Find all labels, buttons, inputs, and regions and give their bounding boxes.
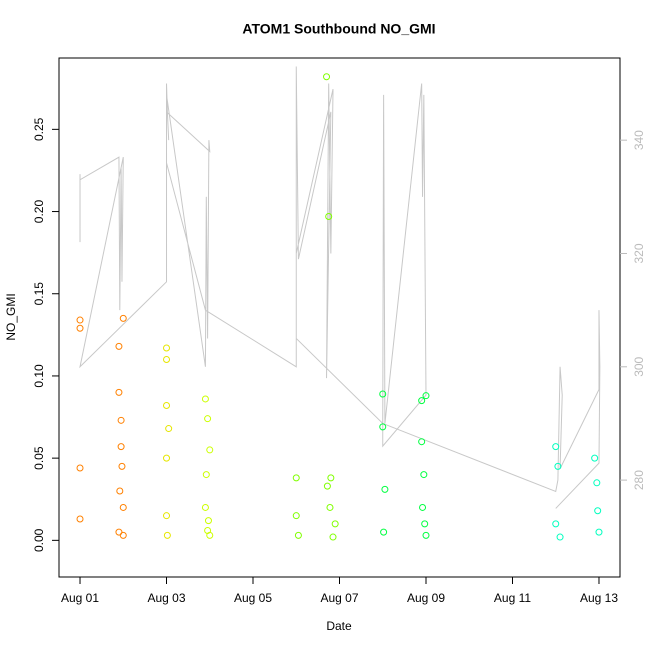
point [119,314,127,322]
point [76,515,84,523]
y2-tick-label: 280 [632,470,646,490]
point [116,487,124,495]
point [163,344,171,352]
point [422,531,430,539]
y-tick-label: 0.15 [32,282,46,306]
point [115,342,123,350]
point [381,485,389,493]
y-tick-label: 0.10 [32,364,46,388]
line-series [79,66,601,509]
y-tick-label: 0.20 [32,200,46,224]
point [117,443,125,451]
point [420,471,428,479]
point [292,474,300,482]
x-tick-label: Aug 09 [407,591,445,605]
point [421,520,429,528]
y2-tick-label: 300 [632,356,646,376]
point [554,462,562,470]
point [552,520,560,528]
point [329,533,337,541]
point [380,528,388,536]
x-axis-label: Date [326,619,352,633]
point [595,528,603,536]
point [206,446,214,454]
point [76,464,84,472]
point [204,517,212,525]
point [201,503,209,511]
point [119,531,127,539]
point [165,425,173,433]
point [326,503,334,511]
point [323,482,331,490]
point [76,324,84,332]
point [292,512,300,520]
point [117,416,125,424]
chart-title: ATOM1 Southbound NO_GMI [242,21,435,37]
point [419,503,427,511]
point [331,520,339,528]
point [163,531,171,539]
point [202,471,210,479]
point [325,212,333,220]
y2-tick-label: 320 [632,243,646,263]
x-tick-label: Aug 13 [580,591,618,605]
point [327,474,335,482]
point [418,397,426,405]
point [115,388,123,396]
point [163,356,171,364]
point [118,462,126,470]
y2-tick-label: 340 [632,130,646,150]
y-tick-label: 0.00 [32,528,46,552]
x-tick-label: Aug 07 [320,591,358,605]
point [418,438,426,446]
y-tick-label: 0.25 [32,117,46,141]
point [552,443,560,451]
point [119,503,127,511]
point [593,479,601,487]
point [294,531,302,539]
point [115,528,123,536]
point [591,454,599,462]
point [594,507,602,515]
point [379,390,387,398]
x-tick-label: Aug 01 [61,591,99,605]
x-tick-label: Aug 05 [234,591,272,605]
point [323,73,331,81]
point [204,415,212,423]
point [201,395,209,403]
x-tick-label: Aug 03 [147,591,185,605]
point [163,512,171,520]
point [163,454,171,462]
point [206,531,214,539]
point [379,423,387,431]
point [556,533,564,541]
y-axis-label: NO_GMI [4,293,18,340]
point [422,392,430,400]
point [163,402,171,410]
x-tick-label: Aug 11 [494,591,531,605]
y-tick-label: 0.05 [32,446,46,470]
point [76,316,84,324]
